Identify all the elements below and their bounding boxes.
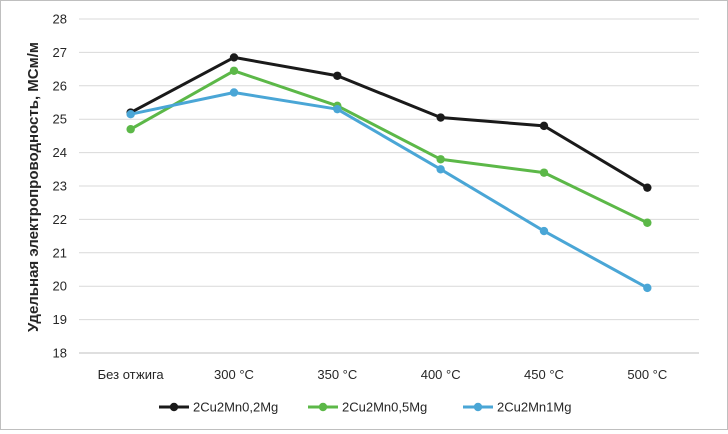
y-tick-labels: 18 19 20 21 22 23 24 25 26 27 28 (53, 12, 67, 361)
data-point (436, 155, 445, 164)
data-point (539, 121, 549, 131)
legend-entry: 2Cu2Mn0,2Mg (159, 400, 278, 415)
x-tick-label: 350 °С (317, 367, 357, 382)
y-tick-label: 25 (53, 112, 67, 127)
legend-label: 2Cu2Mn0,5Mg (342, 400, 427, 415)
data-point (229, 66, 239, 75)
y-tick-label: 21 (53, 245, 67, 260)
grid-lines (79, 18, 699, 354)
x-tick-label: 300 °С (214, 367, 254, 382)
data-point (643, 283, 652, 293)
x-tick-label: 450 °С (524, 367, 564, 382)
x-tick-label: 500 °С (627, 367, 667, 382)
legend-entry: 2Cu2Mn0,5Mg (308, 400, 427, 415)
data-point (229, 53, 239, 62)
y-tick-label: 27 (53, 45, 67, 60)
series-1 (126, 53, 652, 192)
series-2 (126, 66, 652, 227)
x-tick-labels: Без отжига 300 °С 350 °С 400 °С 450 °С 500 °С (98, 367, 668, 382)
y-tick-label: 18 (53, 346, 67, 361)
data-point (126, 125, 135, 134)
data-point (333, 71, 342, 80)
data-point (643, 183, 652, 192)
data-point (333, 104, 342, 114)
series-line (129, 55, 649, 190)
y-tick-label: 22 (53, 212, 67, 227)
legend-entry: 2Cu2Mn1Mg (463, 400, 571, 415)
y-tick-label: 28 (53, 12, 67, 27)
x-tick-label: Без отжига (98, 367, 165, 382)
series-3 (126, 88, 652, 293)
legend: 2Cu2Mn0,2Mg 2Cu2Mn0,5Mg 2Cu2Mn1Mg (159, 400, 571, 415)
data-point (126, 109, 135, 119)
y-tick-label: 24 (53, 145, 67, 160)
data-point (229, 88, 239, 97)
data-point (436, 165, 445, 174)
y-tick-label: 23 (53, 179, 67, 194)
legend-swatch-marker (473, 402, 483, 412)
y-tick-label: 20 (53, 279, 67, 294)
legend-swatch-marker (169, 402, 179, 412)
y-axis-title: Удельная электропроводность, МСм/м (25, 42, 42, 332)
data-point (436, 113, 445, 122)
data-point (643, 218, 652, 227)
legend-label: 2Cu2Mn0,2Mg (193, 400, 278, 415)
data-point (539, 168, 549, 177)
legend-label: 2Cu2Mn1Mg (497, 400, 571, 415)
series-line (129, 90, 649, 290)
y-tick-label: 26 (53, 78, 67, 93)
x-tick-label: 400 °С (421, 367, 461, 382)
series-lines (126, 53, 652, 293)
legend-swatch-marker (318, 402, 328, 412)
series-line (129, 69, 649, 225)
data-point (539, 226, 549, 236)
y-tick-label: 19 (53, 312, 67, 327)
